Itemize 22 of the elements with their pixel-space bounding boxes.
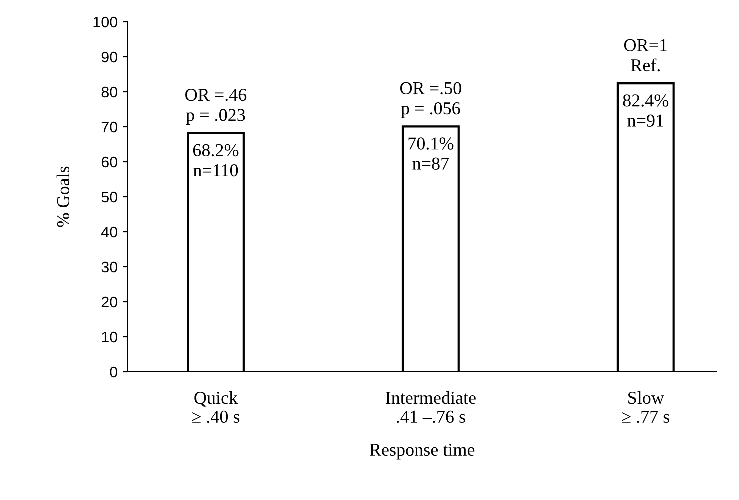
data-label: 82.4% n=91 (623, 94, 669, 127)
y-tick-label: 70 (102, 122, 118, 133)
annotation: OR=1 Ref. (624, 39, 667, 72)
y-tick-label: 0 (110, 366, 118, 378)
y-tick-label: 20 (102, 296, 118, 308)
y-tick-label: 90 (102, 52, 118, 63)
x-tick-label: Quick ≥ .40 s (192, 391, 240, 424)
y-tick-label: 50 (102, 192, 118, 203)
x-tick-label: Intermediate .41 –.76 s (386, 391, 476, 424)
x-axis-title: Response time (370, 444, 475, 460)
y-tick-label: 100 (94, 16, 118, 28)
y-tick-label: 30 (102, 262, 118, 273)
y-tick-label: 40 (101, 226, 118, 238)
data-label: 68.2% n=110 (193, 144, 239, 177)
data-label: 70.1% n=87 (408, 138, 454, 170)
x-tick-label: Slow ≥ .77 s (622, 391, 670, 424)
annotation: OR =.46 p = .023 (186, 89, 247, 125)
y-tick-label: 60 (102, 156, 118, 168)
annotation: OR =.50 p = .056 (400, 82, 462, 118)
y-tick-label: 80 (102, 86, 118, 98)
y-axis-title: % Goals (56, 166, 70, 228)
y-tick-label: 10 (102, 332, 118, 343)
